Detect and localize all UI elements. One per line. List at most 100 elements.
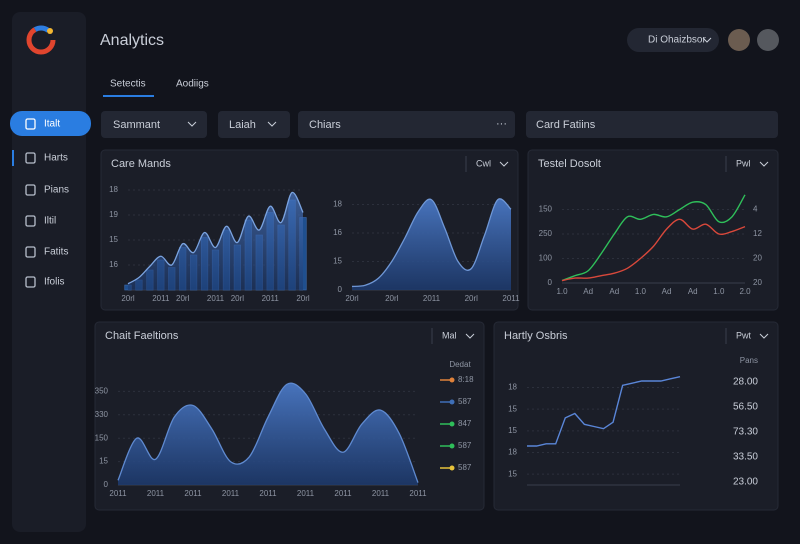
y-tick-label: 18 <box>508 383 517 392</box>
x-tick-label: Ad <box>662 287 672 296</box>
nav-icon <box>25 215 36 227</box>
line <box>527 375 681 447</box>
chevron <box>759 333 769 339</box>
x-tick-label: 2011 <box>259 489 277 498</box>
nav-label[interactable]: Ifolis <box>44 277 65 288</box>
panel-menu[interactable]: Cwl <box>476 158 491 168</box>
avatar[interactable] <box>757 29 779 51</box>
line <box>561 194 746 282</box>
x-tick-label: Ad <box>609 287 619 296</box>
chevron <box>759 161 769 167</box>
chevron <box>465 333 475 339</box>
tab[interactable]: Aodiigs <box>176 79 209 90</box>
y-tick-label: 150 <box>539 205 553 214</box>
y-tick-label: 15 <box>508 426 517 435</box>
y-tick-label: 0 <box>548 278 553 287</box>
panel-menu[interactable]: Pwt <box>736 330 752 340</box>
nav-label[interactable]: Harts <box>44 153 68 164</box>
y-tick-label: 15 <box>508 469 517 478</box>
page-title: Analytics <box>100 32 164 49</box>
x-tick-label: 20rl <box>465 294 479 303</box>
nav-label[interactable]: Fatits <box>44 247 68 258</box>
list-value: 23.00 <box>733 477 758 488</box>
area-line <box>127 191 304 285</box>
x-tick-label: 20rl <box>121 294 135 303</box>
x-tick-label: 20rl <box>176 294 190 303</box>
y-tick-label: 15 <box>508 404 517 413</box>
nav-icon <box>25 152 36 164</box>
y2-tick-label: 20 <box>753 254 762 263</box>
legend-label: 8:18 <box>458 375 474 384</box>
nav-label[interactable]: Iltil <box>44 216 56 227</box>
more-icon: ··· <box>496 118 507 130</box>
filter-label: Laiah <box>229 119 256 131</box>
panel-title: Chait Faeltions <box>105 330 179 342</box>
y2-tick-label: 12 <box>753 229 762 238</box>
x-tick-label: 2011 <box>207 294 225 303</box>
y-tick-label: 100 <box>539 254 553 263</box>
legend-dot <box>449 443 455 449</box>
chevron <box>267 121 277 127</box>
x-tick-label: 20rl <box>231 294 245 303</box>
list-title: Pans <box>740 356 758 365</box>
filter[interactable] <box>218 111 290 138</box>
x-tick-label: 2011 <box>409 489 427 498</box>
y-tick-label: 15 <box>99 457 108 466</box>
x-tick-label: 2011 <box>334 489 352 498</box>
panel-title: Hartly Osbris <box>504 330 568 342</box>
x-tick-label: 2011 <box>423 294 441 303</box>
area-fill <box>118 383 418 485</box>
nav-icon <box>25 246 36 258</box>
legend-label: 847 <box>458 419 472 428</box>
x-tick-label: 2011 <box>297 489 315 498</box>
nav-indicator <box>12 150 14 166</box>
logo <box>26 25 56 55</box>
y-tick-label: 15 <box>333 257 342 266</box>
filter[interactable] <box>101 111 207 138</box>
y-tick-label: 330 <box>95 410 109 419</box>
legend-title: Dedat <box>449 360 471 369</box>
panel-menu[interactable]: Pwl <box>736 158 751 168</box>
legend-label: 587 <box>458 397 472 406</box>
area-line <box>351 198 512 288</box>
avatar[interactable] <box>728 29 750 51</box>
filter[interactable] <box>526 111 778 138</box>
filter-label: Sammant <box>113 119 160 131</box>
y-tick-label: 18 <box>109 185 118 194</box>
nav-label[interactable]: Pians <box>44 185 69 196</box>
nav-icon <box>25 118 36 130</box>
x-tick-label: 1.0 <box>556 287 568 296</box>
nav-icon <box>25 184 36 196</box>
filter[interactable] <box>298 111 515 138</box>
x-tick-label: 2011 <box>262 294 280 303</box>
x-tick-label: 2011 <box>184 489 202 498</box>
legend-dot <box>449 377 455 383</box>
x-tick-label: 2011 <box>222 489 240 498</box>
area-fill <box>352 198 511 290</box>
x-tick-label: 20rl <box>296 294 310 303</box>
y-tick-label: 0 <box>338 285 343 294</box>
y-tick-label: 0 <box>104 480 109 489</box>
nav-label[interactable]: Italt <box>44 119 60 130</box>
y-tick-label: 15 <box>109 235 118 244</box>
x-tick-label: 20rl <box>345 294 359 303</box>
y2-tick-label: 4 <box>753 205 758 214</box>
list-value: 28.00 <box>733 377 758 388</box>
panel <box>493 321 779 511</box>
sidebar <box>12 12 86 532</box>
panel-title: Care Mands <box>111 158 171 170</box>
active-nav[interactable] <box>10 111 91 136</box>
legend-label: 587 <box>458 463 472 472</box>
panel-menu[interactable]: Mal <box>442 330 457 340</box>
filter-label: Card Fatiins <box>536 119 596 131</box>
panel-title: Testel Dosolt <box>538 158 601 170</box>
chevron <box>499 161 509 167</box>
y-tick-label: 350 <box>95 387 109 396</box>
tab[interactable]: Setectis <box>110 79 146 90</box>
x-tick-label: 2011 <box>502 294 520 303</box>
x-tick-label: 2011 <box>109 489 127 498</box>
account-menu[interactable] <box>627 28 719 52</box>
legend-dot <box>449 465 455 471</box>
list-value: 56.50 <box>733 402 758 413</box>
y-tick-label: 150 <box>95 433 109 442</box>
